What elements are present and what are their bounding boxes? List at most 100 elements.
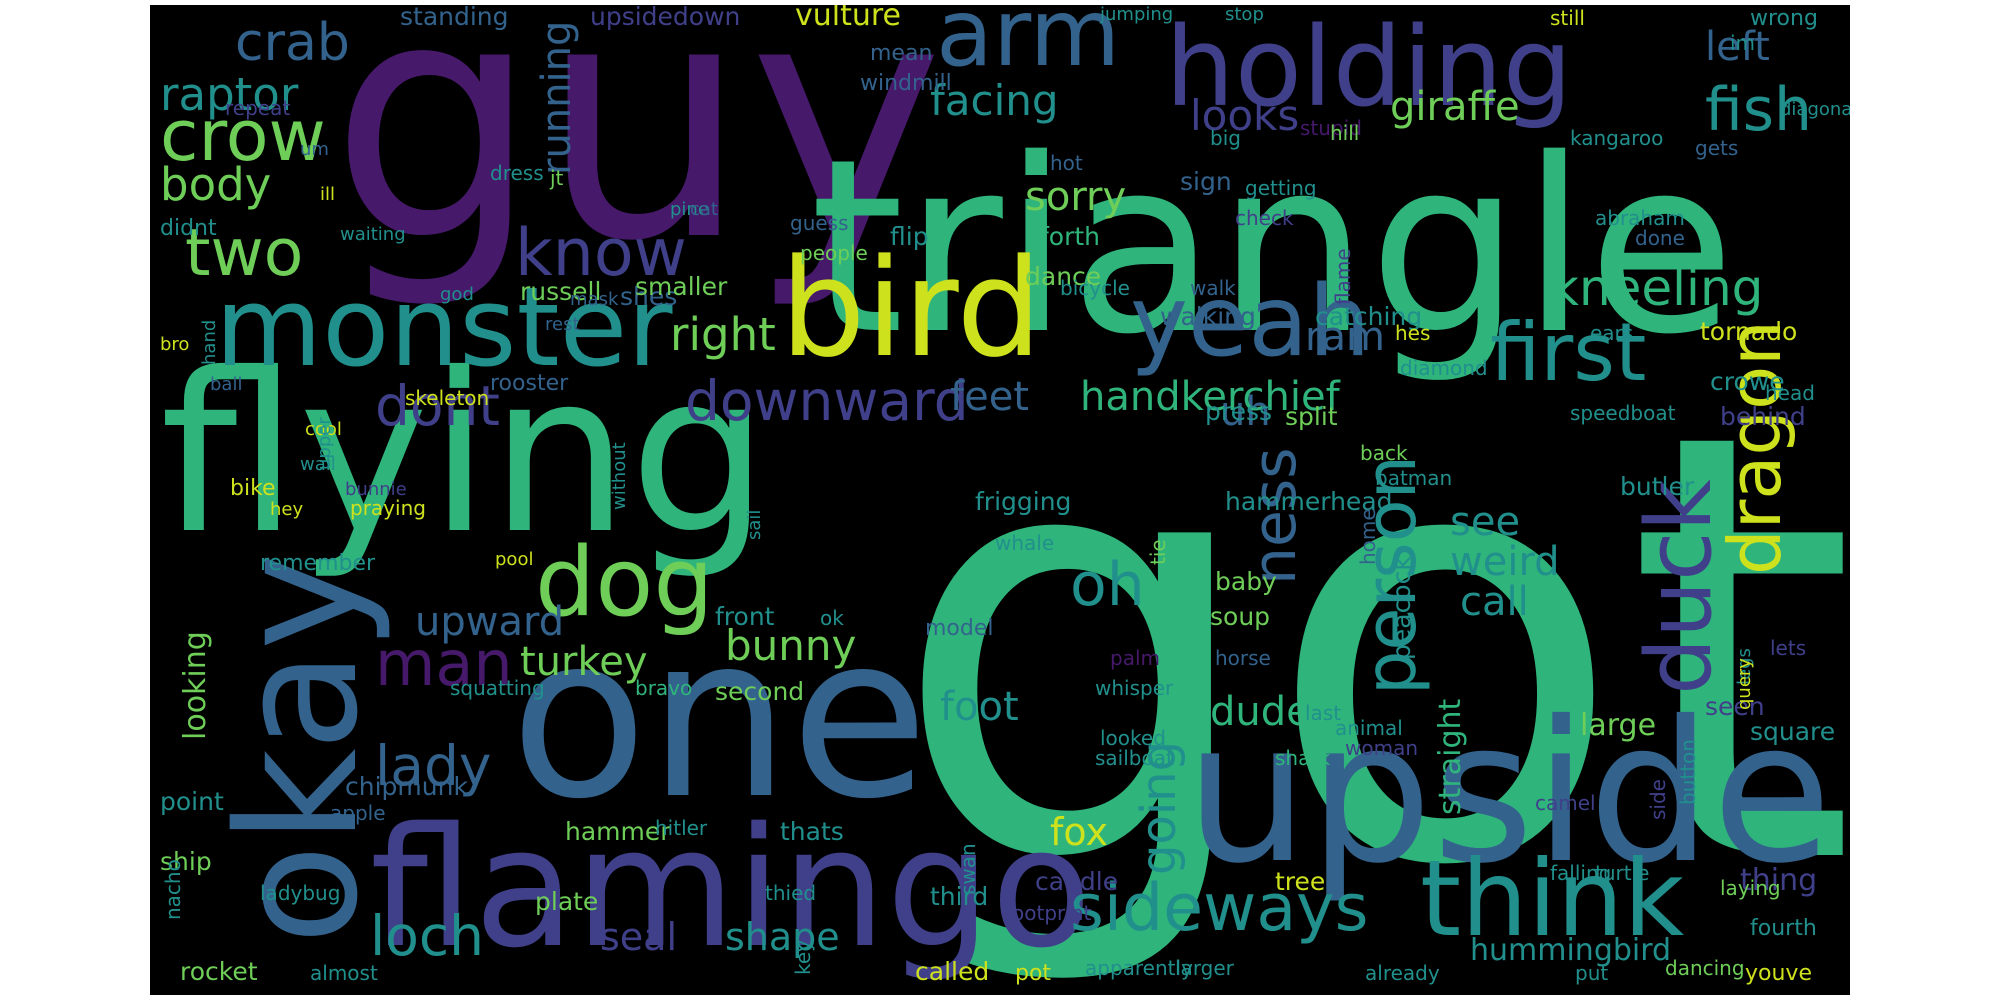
word-behind: behind <box>1720 402 1806 431</box>
word-soup: soup <box>1210 602 1270 631</box>
word-looking: looking <box>178 631 213 740</box>
word-speedboat: speedboat <box>1570 401 1676 425</box>
word-home: home <box>1356 508 1380 565</box>
word-ship: ship <box>160 847 212 876</box>
word-seen: seen <box>1705 692 1765 721</box>
word-batman: batman <box>1375 466 1452 490</box>
word-repeat: repeat <box>225 96 290 120</box>
word-mean: mean <box>870 41 932 66</box>
word-last: last <box>1305 701 1341 725</box>
word-horse: horse <box>1215 646 1271 670</box>
word-mask: mask <box>570 289 619 310</box>
word-pot: pot <box>1015 961 1051 986</box>
word-point: point <box>160 787 224 816</box>
word-shape: shape <box>725 915 840 959</box>
word-split: split <box>1285 402 1338 431</box>
word-dress: dress <box>490 161 544 185</box>
word-man: man <box>375 627 513 700</box>
word-key: key <box>791 940 815 975</box>
word-flame: flame <box>1331 248 1355 305</box>
word-hot: hot <box>1050 151 1083 175</box>
word-front: front <box>715 602 775 631</box>
word-um: um <box>300 139 329 160</box>
word-dog: dog <box>535 528 714 638</box>
word-okay: okay <box>202 553 394 945</box>
word-diamond: diamond <box>1400 356 1488 380</box>
word-kangaroo: kangaroo <box>1570 126 1663 150</box>
word-falling: falling <box>1550 861 1611 885</box>
word-left: left <box>1705 24 1770 70</box>
word-hes: hes <box>1395 321 1430 345</box>
word-stop: stop <box>1225 5 1264 25</box>
word-raptor: raptor <box>160 68 299 121</box>
word-turtle: turtle <box>1595 861 1649 885</box>
word-going: going <box>1131 741 1187 875</box>
word-squatting: squatting <box>450 676 545 700</box>
word-triangle: triangle <box>810 107 1735 387</box>
word-god: god <box>440 284 474 305</box>
word-lets: lets <box>1770 636 1806 660</box>
word-fish: fish <box>1705 75 1812 145</box>
word-bicycle: bicycle <box>1060 276 1130 300</box>
word-right: right <box>670 308 776 361</box>
word-monster: monster <box>215 263 673 391</box>
word-apparently: apparently <box>1085 956 1193 980</box>
word-bird: bird <box>780 230 1042 387</box>
word-bunny: bunny <box>725 621 856 670</box>
word-upper: upper <box>314 417 335 470</box>
word-dragon: dragon <box>1713 320 1797 575</box>
word-plate: plate <box>535 887 598 916</box>
word-almost: almost <box>310 961 378 985</box>
word-rest: rest <box>545 314 580 335</box>
word-lady: lady <box>375 734 491 798</box>
word-walking: walking <box>1160 302 1256 331</box>
word-ness: ness <box>1240 448 1310 585</box>
word-didnt: didnt <box>160 216 217 241</box>
word-hitler: hitler <box>655 816 708 840</box>
word-thing: thing <box>1740 863 1817 898</box>
word-skeleton: skeleton <box>405 386 489 410</box>
word-sign: sign <box>1180 167 1232 196</box>
word-whisper: whisper <box>1095 676 1174 700</box>
word-people: people <box>800 241 868 265</box>
word-done: done <box>1635 226 1685 250</box>
word-crow: crow <box>160 95 326 177</box>
word-laying: laying <box>1720 876 1781 900</box>
word-crab: crab <box>235 13 350 73</box>
word-peacock: peacock <box>1387 556 1416 660</box>
word-diagonally: diagonally <box>1780 99 1850 120</box>
word-person: person <box>1350 455 1432 695</box>
word-im: im <box>1730 31 1755 55</box>
word-check: check <box>1235 206 1294 230</box>
word-waiting: waiting <box>340 224 406 245</box>
word-straight: straight <box>1433 698 1468 815</box>
word-square: square <box>1750 717 1835 746</box>
word-back: back <box>1360 441 1408 465</box>
word-ladybug: ladybug <box>260 881 340 905</box>
word-turkey: turkey <box>520 639 648 685</box>
word-getting: getting <box>1245 176 1317 200</box>
word-bro: bro <box>160 334 189 355</box>
word-press: press <box>1205 397 1272 426</box>
word-big: big <box>1210 126 1241 150</box>
word-handkerchief: handkerchief <box>1080 374 1341 420</box>
word-first: first <box>1490 306 1646 399</box>
word-thats: thats <box>780 817 844 846</box>
word-hammer: hammer <box>565 817 671 846</box>
word-candle: candle <box>1035 867 1118 896</box>
word-chipmunk: chipmunk <box>345 772 468 801</box>
word-bunnie: bunnie <box>345 479 407 500</box>
word-flip: flip <box>890 222 929 251</box>
word-baby: baby <box>1215 567 1277 596</box>
word-walk: walk <box>1190 276 1236 300</box>
word-camel: camel <box>1535 791 1596 815</box>
word-hammerhead: hammerhead <box>1225 487 1393 516</box>
word-ill: ill <box>320 184 335 205</box>
word-seal: seal <box>600 915 677 959</box>
word-sail: sail <box>744 510 765 540</box>
word-two: two <box>185 216 303 291</box>
word-kneeling: kneeling <box>1550 259 1763 317</box>
word-sideways: sideways <box>1070 871 1369 946</box>
word-called: called <box>915 957 989 986</box>
word-sailboat: sailboat <box>1095 746 1174 770</box>
